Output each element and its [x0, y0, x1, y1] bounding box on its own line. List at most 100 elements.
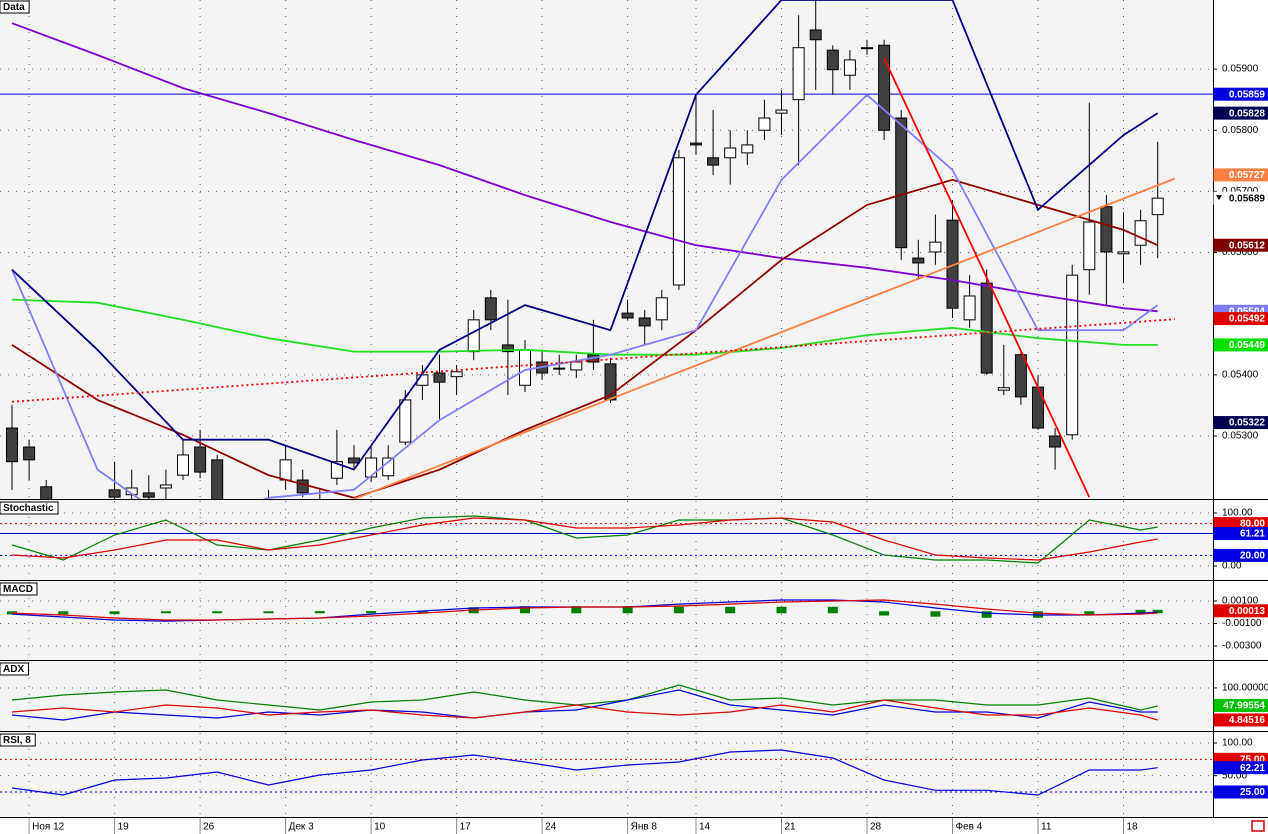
price-marker-label: 0.05504 — [1229, 306, 1266, 317]
candle-body — [382, 457, 395, 477]
candle-body — [40, 486, 53, 499]
histogram-bar — [571, 606, 582, 614]
candle-body — [211, 459, 224, 499]
candle-body — [142, 492, 155, 498]
price-marker — [1213, 191, 1268, 205]
candle-body — [655, 297, 668, 321]
candle-body — [450, 371, 463, 378]
price-marker — [1213, 416, 1268, 430]
x-tick-label: 10 — [374, 822, 386, 833]
price-marker — [1213, 604, 1268, 618]
x-tick-label: Янв 8 — [631, 822, 658, 833]
price-marker-label: 20.00 — [1240, 551, 1265, 562]
plot-area — [0, 501, 1213, 580]
x-tick-label: Дек 3 — [289, 822, 314, 833]
candle-body — [6, 427, 18, 463]
y-tick-label: 0.05300 — [1222, 431, 1259, 442]
histogram-bar — [58, 611, 69, 615]
candle-body — [604, 363, 617, 401]
y-tick-label: -0.00100 — [1222, 618, 1262, 629]
x-tick-label: 24 — [545, 822, 557, 833]
series-line — [883, 57, 1091, 498]
candle-body — [570, 361, 583, 371]
candle-body — [519, 349, 531, 386]
price-marker-label: 0.05492 — [1229, 314, 1266, 325]
histogram-bar — [622, 606, 633, 614]
candle-body — [296, 479, 309, 494]
histogram-bar — [417, 611, 428, 614]
plot-area — [0, 733, 1213, 817]
x-tick-label: 19 — [118, 822, 130, 833]
candle-body — [365, 457, 378, 478]
panel-title: MACD — [3, 584, 33, 595]
candle-body — [707, 157, 720, 166]
candle-body — [690, 142, 702, 146]
candle-body — [997, 387, 1010, 391]
histogram-bar — [827, 606, 838, 614]
candle-body — [1083, 221, 1096, 271]
price-marker-label: 0.05449 — [1229, 340, 1266, 351]
price-marker-label: 0.05727 — [1229, 170, 1266, 181]
price-marker-label: 0.05612 — [1229, 240, 1266, 251]
candle-body — [1134, 220, 1147, 246]
candle-body — [108, 489, 121, 498]
candle-body — [621, 312, 634, 319]
price-marker — [1213, 548, 1268, 562]
x-tick-label: 11 — [1041, 822, 1052, 833]
histogram-bar — [673, 606, 684, 614]
panel-title-box — [0, 501, 59, 515]
panel-title-box — [0, 0, 30, 14]
panel-title-box — [0, 733, 36, 747]
price-marker — [1213, 698, 1268, 712]
price-marker-label: 0.00013 — [1229, 606, 1266, 617]
price-marker-label: 75.00 — [1240, 754, 1265, 765]
histogram-bar — [160, 611, 171, 614]
candle-body — [826, 49, 839, 71]
histogram-bar — [981, 611, 992, 618]
y-tick-label: 0.05700 — [1222, 186, 1259, 197]
x-tick-label: 21 — [785, 822, 797, 833]
panel-title: ADX — [3, 664, 24, 675]
candle-body — [912, 257, 925, 264]
candle-body — [775, 109, 788, 114]
candle-body — [878, 44, 891, 131]
histogram-bar — [109, 611, 120, 615]
candle-body — [895, 117, 908, 249]
candle-body — [279, 459, 292, 481]
candle-body — [23, 446, 36, 461]
x-tick-label: 28 — [870, 822, 882, 833]
histogram-bar — [366, 611, 377, 614]
candle-body — [724, 147, 737, 159]
histogram-bar — [1135, 609, 1146, 614]
y-tick-label: 0.05400 — [1222, 370, 1259, 381]
series-line — [11, 515, 1158, 564]
price-marker-label: 61.21 — [1240, 529, 1265, 540]
price-marker — [1213, 338, 1268, 352]
panel-title: RSI, 8 — [3, 735, 31, 746]
histogram-bar — [7, 611, 17, 615]
candle-body — [638, 317, 651, 327]
y-tick-label: 100.00 — [1222, 738, 1253, 749]
candle-body — [484, 297, 497, 321]
series-line — [353, 177, 1176, 499]
y-tick-label: 0.05600 — [1222, 247, 1259, 258]
plot-area — [0, 582, 1213, 660]
price-marker-label: 0.05828 — [1229, 108, 1266, 119]
candle-body — [501, 344, 514, 353]
candle-body — [929, 241, 942, 253]
time-axis-area — [0, 818, 1268, 834]
candle-body — [672, 157, 685, 286]
candle-body — [1032, 386, 1044, 429]
histogram-bar — [776, 606, 787, 614]
histogram-bar — [263, 611, 274, 614]
y-tick-label: 50.00 — [1222, 770, 1247, 781]
price-marker — [1213, 527, 1268, 541]
candle-body — [125, 487, 138, 496]
marker-arrow — [1216, 195, 1222, 201]
price-marker — [1213, 87, 1268, 101]
scroll-icon[interactable] — [1251, 820, 1265, 832]
price-marker — [1213, 785, 1268, 799]
price-marker — [1213, 312, 1268, 326]
